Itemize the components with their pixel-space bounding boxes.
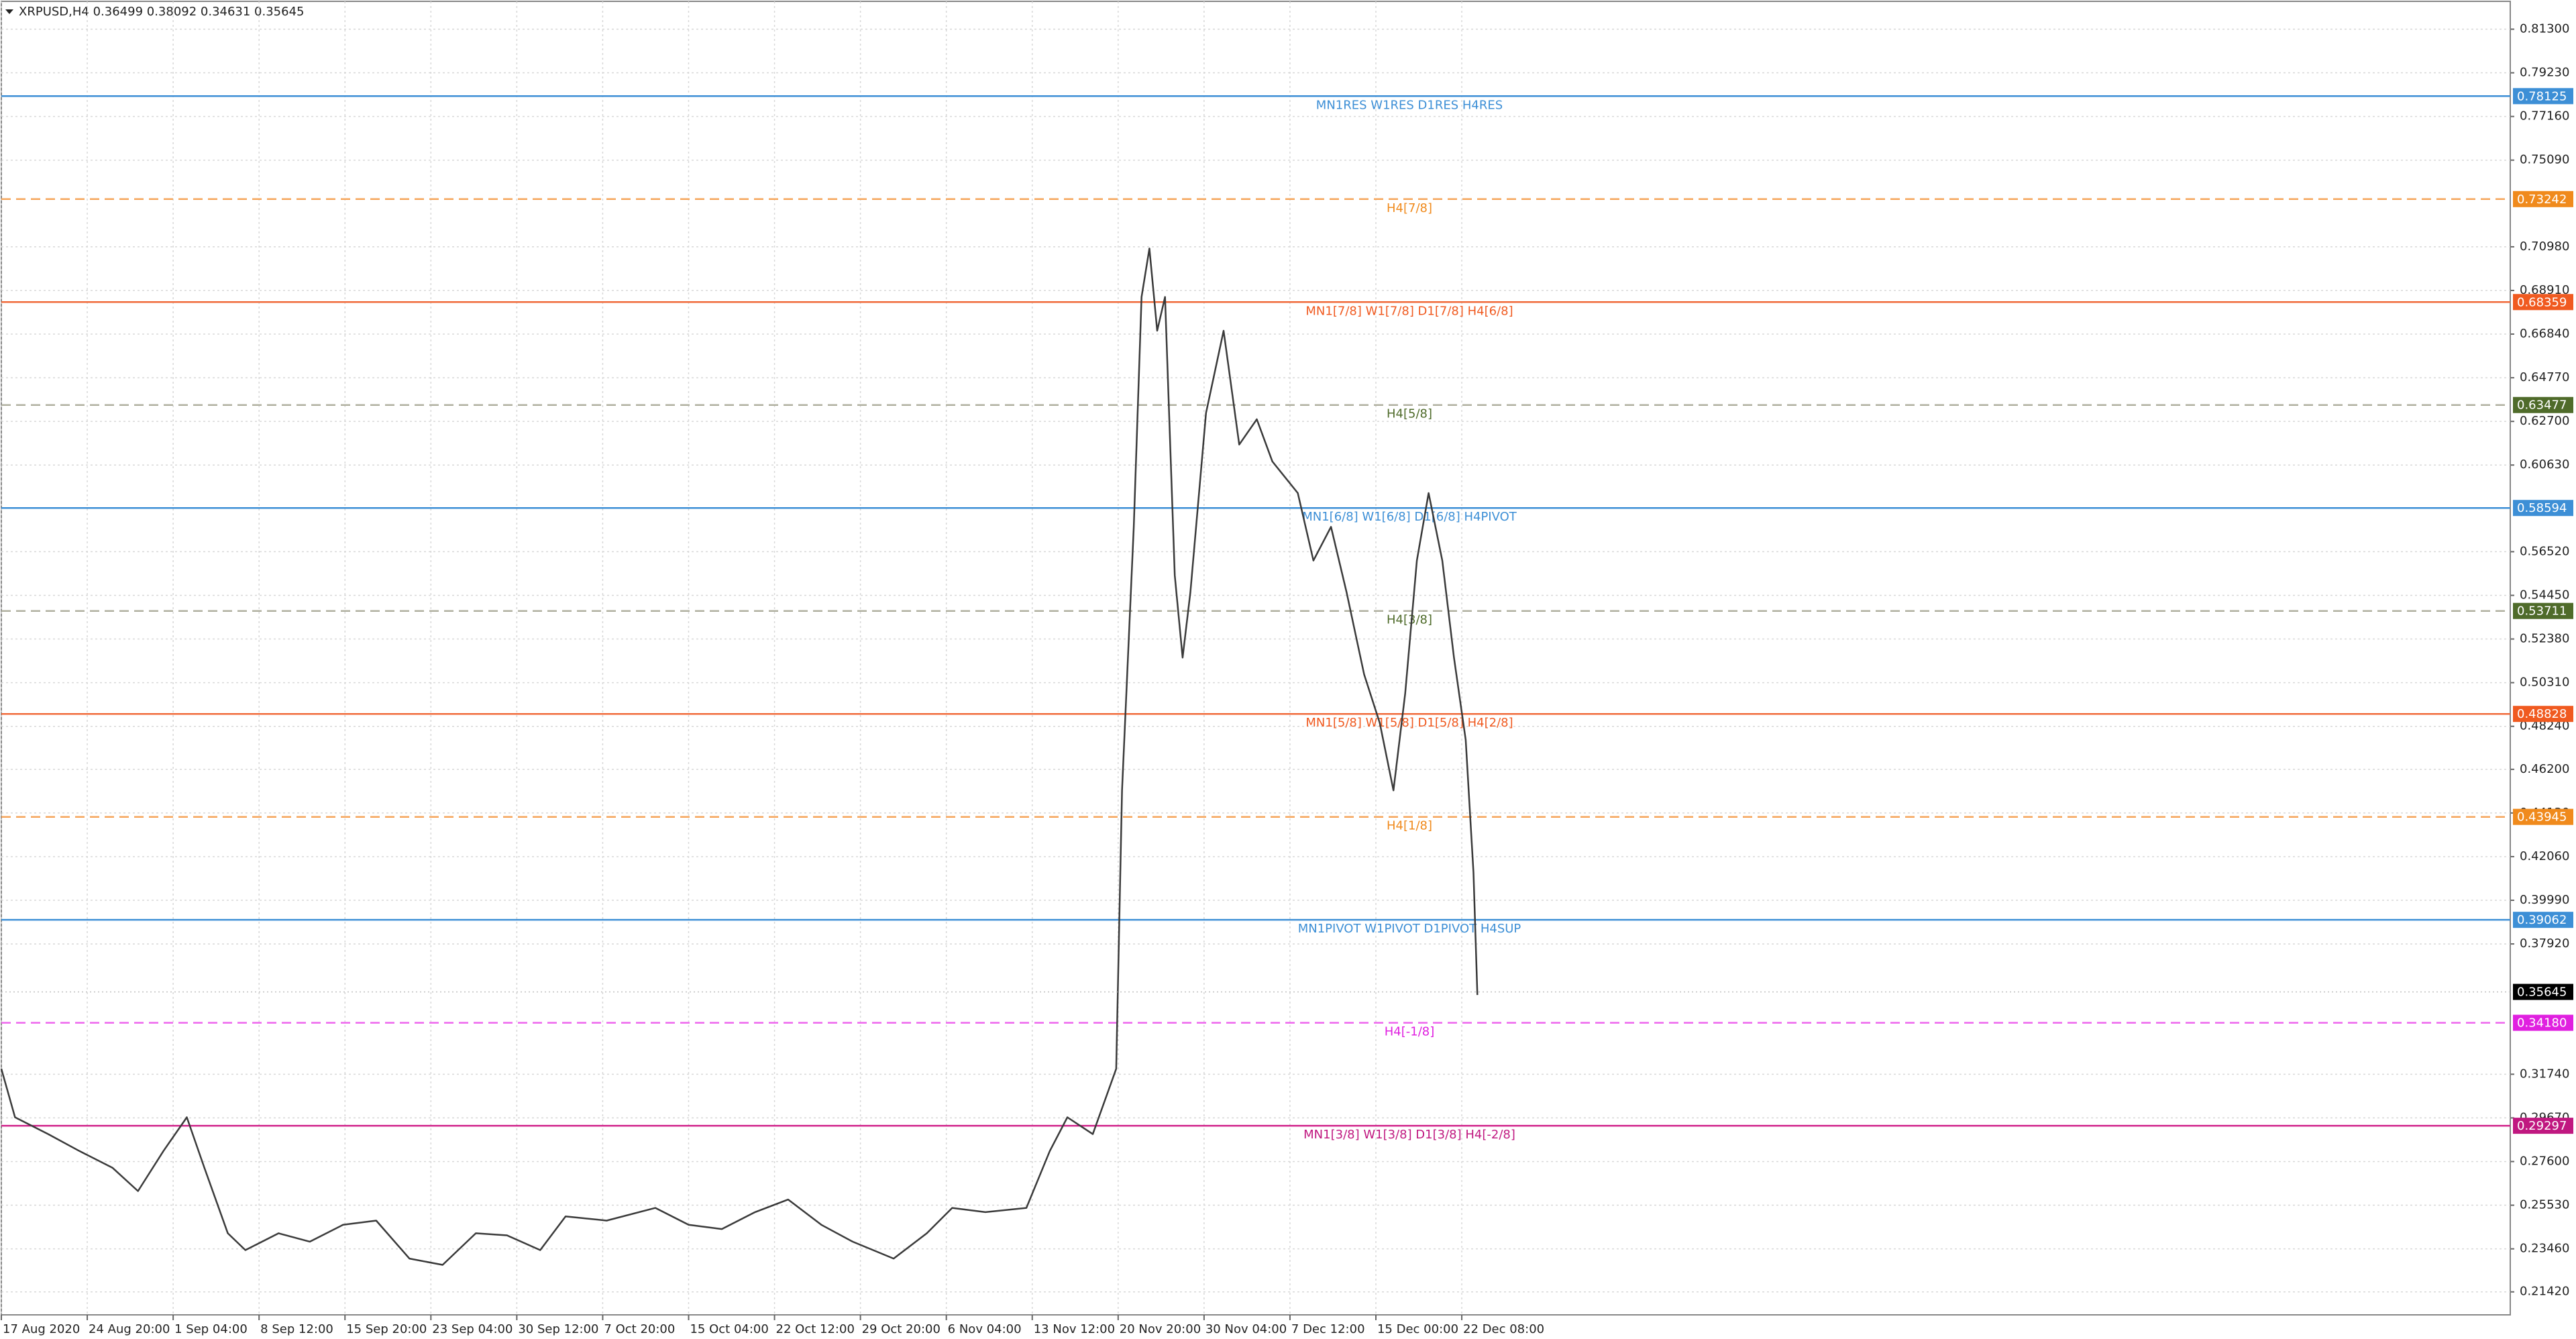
level-label: H4[3/8] — [1387, 613, 1432, 627]
y-tick-label: 0.25530 — [2520, 1198, 2569, 1212]
y-tick-label: 0.39990 — [2520, 893, 2569, 907]
x-tick-label: 20 Nov 20:00 — [1120, 1322, 1201, 1336]
last-price-box — [2513, 983, 2573, 1000]
y-tick-label: 0.77160 — [2520, 109, 2569, 123]
y-tick-label: 0.56520 — [2520, 544, 2569, 558]
x-tick-label: 1 Sep 04:00 — [174, 1322, 248, 1336]
x-tick-label: 29 Oct 20:00 — [862, 1322, 941, 1336]
y-tick-label: 0.42060 — [2520, 849, 2569, 863]
price-box-label: 0.34180 — [2517, 1016, 2567, 1030]
y-tick-label: 0.81300 — [2520, 21, 2569, 36]
x-tick-label: 13 Nov 12:00 — [1034, 1322, 1115, 1336]
price-box — [2513, 1118, 2573, 1134]
level-label: MN1[6/8] W1[6/8] D1[6/8] H4PIVOT — [1302, 510, 1517, 524]
price-box-label: 0.29297 — [2517, 1119, 2567, 1133]
y-tick-label: 0.60630 — [2520, 458, 2569, 472]
x-tick-label: 30 Sep 12:00 — [518, 1322, 598, 1336]
level-label: MN1[3/8] W1[3/8] D1[3/8] H4[-2/8] — [1303, 1128, 1515, 1142]
price-box-label: 0.73242 — [2517, 193, 2567, 207]
y-tick-label: 0.62700 — [2520, 414, 2569, 428]
level-label: H4[7/8] — [1387, 201, 1432, 215]
y-tick-label: 0.31740 — [2520, 1067, 2569, 1081]
price-box — [2513, 808, 2573, 825]
price-box — [2513, 500, 2573, 517]
x-tick-label: 24 Aug 20:00 — [89, 1322, 170, 1336]
price-box-label: 0.48828 — [2517, 707, 2567, 721]
y-tick-label: 0.21420 — [2520, 1285, 2569, 1299]
level-label: MN1[7/8] W1[7/8] D1[7/8] H4[6/8] — [1305, 304, 1513, 318]
y-tick-label: 0.68910 — [2520, 283, 2569, 297]
price-box — [2513, 88, 2573, 105]
x-tick-label: 8 Sep 12:00 — [260, 1322, 333, 1336]
price-box-label: 0.58594 — [2517, 501, 2567, 515]
y-tick-label: 0.27600 — [2520, 1154, 2569, 1168]
level-label: H4[1/8] — [1387, 819, 1432, 833]
price-box-label: 0.43945 — [2517, 810, 2567, 824]
level-label: MN1[5/8] W1[5/8] D1[5/8] H4[2/8] — [1305, 716, 1513, 730]
y-tick-label: 0.48240 — [2520, 719, 2569, 733]
price-box-label: 0.53711 — [2517, 604, 2567, 619]
price-box — [2513, 706, 2573, 722]
x-tick-label: 7 Oct 20:00 — [604, 1322, 675, 1336]
x-tick-label: 17 Aug 2020 — [3, 1322, 80, 1336]
x-tick-label: 23 Sep 04:00 — [432, 1322, 513, 1336]
chart-title: XRPUSD,H4 0.36499 0.38092 0.34631 0.3564… — [19, 5, 305, 19]
y-tick-label: 0.23460 — [2520, 1242, 2569, 1256]
x-tick-label: 15 Dec 00:00 — [1377, 1322, 1458, 1336]
level-label: MN1RES W1RES D1RES H4RES — [1316, 98, 1503, 112]
level-label: H4[-1/8] — [1385, 1025, 1435, 1039]
level-label: MN1PIVOT W1PIVOT D1PIVOT H4SUP — [1298, 922, 1521, 936]
y-tick-label: 0.66840 — [2520, 327, 2569, 341]
x-tick-label: 22 Oct 12:00 — [776, 1322, 855, 1336]
x-tick-label: 7 Dec 12:00 — [1291, 1322, 1365, 1336]
y-tick-label: 0.75090 — [2520, 153, 2569, 167]
y-tick-label: 0.54450 — [2520, 588, 2569, 602]
last-price-label: 0.35645 — [2517, 985, 2567, 1000]
price-box — [2513, 396, 2573, 413]
price-box — [2513, 912, 2573, 928]
y-tick-label: 0.64770 — [2520, 370, 2569, 384]
price-box-label: 0.39062 — [2517, 913, 2567, 927]
y-tick-label: 0.50310 — [2520, 676, 2569, 690]
x-tick-label: 6 Nov 04:00 — [948, 1322, 1022, 1336]
y-tick-label: 0.52380 — [2520, 632, 2569, 646]
price-box — [2513, 294, 2573, 311]
price-line — [0, 248, 1479, 1266]
x-tick-label: 30 Nov 04:00 — [1205, 1322, 1287, 1336]
price-box — [2513, 191, 2573, 207]
y-tick-label: 0.70980 — [2520, 239, 2569, 254]
y-tick-label: 0.46200 — [2520, 762, 2569, 776]
price-box — [2513, 1014, 2573, 1031]
price-box-label: 0.68359 — [2517, 295, 2567, 309]
menu-arrow[interactable] — [5, 9, 13, 14]
price-box-label: 0.63477 — [2517, 398, 2567, 413]
x-tick-label: 15 Oct 04:00 — [690, 1322, 768, 1336]
y-tick-label: 0.37920 — [2520, 936, 2569, 951]
y-tick-label: 0.79230 — [2520, 66, 2569, 80]
level-label: H4[5/8] — [1387, 407, 1432, 421]
x-tick-label: 22 Dec 08:00 — [1463, 1322, 1544, 1336]
price-box — [2513, 602, 2573, 619]
price-box-label: 0.78125 — [2517, 89, 2567, 103]
x-tick-label: 15 Sep 20:00 — [346, 1322, 427, 1336]
plot-frame — [1, 1, 2511, 1316]
